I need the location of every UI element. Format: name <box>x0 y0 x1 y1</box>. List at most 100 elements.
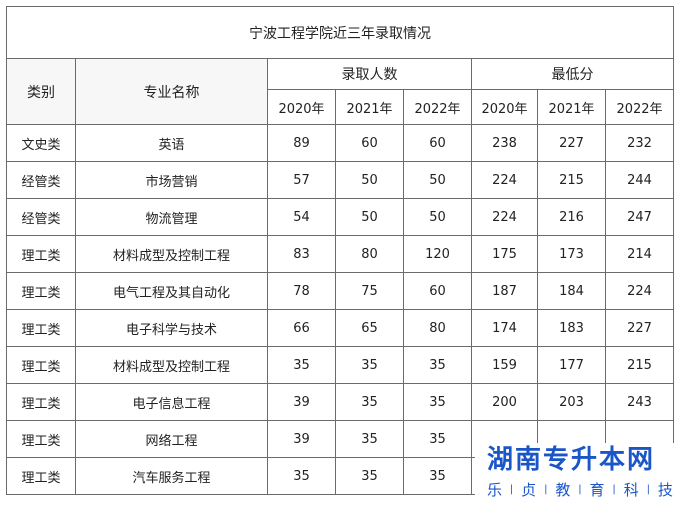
cell-major: 英语 <box>75 124 268 162</box>
cell-min-score-2021: 184 <box>537 272 606 310</box>
header-score-2020: 2020年 <box>471 89 538 125</box>
cell-min-score-2020: 174 <box>471 309 538 347</box>
watermark-subtitle-char: 科 <box>623 481 639 499</box>
cell-admitted-2022: 80 <box>403 309 472 347</box>
cell-min-score-2021: 177 <box>537 346 606 384</box>
header-admitted-2022: 2022年 <box>403 89 472 125</box>
cell-admitted-2022: 60 <box>403 124 472 162</box>
table-title-row: 宁波工程学院近三年录取情况 <box>6 6 674 59</box>
cell-major: 电子科学与技术 <box>75 309 268 347</box>
cell-admitted-2022: 50 <box>403 161 472 199</box>
table-row: 理工类 材料成型及控制工程 83 80 120 175 173 214 <box>6 235 674 273</box>
header-row-2: 2020年 2021年 2022年 2020年 2021年 2022年 <box>7 89 674 125</box>
admission-table: 宁波工程学院近三年录取情况 类别 专业名称 录取人数 最低分 2020年 202… <box>6 6 674 495</box>
cell-admitted-2022: 50 <box>403 198 472 236</box>
cell-major: 网络工程 <box>75 420 268 458</box>
cell-category: 理工类 <box>6 235 76 273</box>
cell-major: 物流管理 <box>75 198 268 236</box>
cell-admitted-2020: 66 <box>267 309 336 347</box>
cell-category: 理工类 <box>6 309 76 347</box>
cell-min-score-2022: 214 <box>605 235 674 273</box>
cell-admitted-2021: 35 <box>335 383 404 421</box>
cell-category: 理工类 <box>6 457 76 495</box>
header-min-score: 最低分 <box>471 58 674 90</box>
cell-admitted-2022: 35 <box>403 383 472 421</box>
table-row: 经管类 市场营销 57 50 50 224 215 244 <box>6 161 674 199</box>
cell-admitted-2022: 35 <box>403 346 472 384</box>
table-row: 文史类 英语 89 60 60 238 227 232 <box>6 124 674 162</box>
cell-admitted-2020: 78 <box>267 272 336 310</box>
cell-category: 经管类 <box>6 198 76 236</box>
separator-dot: | <box>646 484 650 495</box>
header-admitted-2020: 2020年 <box>267 89 336 125</box>
cell-admitted-2021: 50 <box>335 198 404 236</box>
cell-admitted-2021: 75 <box>335 272 404 310</box>
table-row: 经管类 物流管理 54 50 50 224 216 247 <box>6 198 674 236</box>
cell-category: 理工类 <box>6 272 76 310</box>
cell-min-score-2021: 216 <box>537 198 606 236</box>
separator-dot: | <box>544 484 548 495</box>
cell-category: 理工类 <box>6 420 76 458</box>
cell-min-score-2022: 232 <box>605 124 674 162</box>
cell-min-score-2021: 183 <box>537 309 606 347</box>
cell-admitted-2021: 50 <box>335 161 404 199</box>
cell-major: 电子信息工程 <box>75 383 268 421</box>
cell-admitted-2020: 54 <box>267 198 336 236</box>
cell-min-score-2020: 224 <box>471 161 538 199</box>
watermark-subtitle-char: 育 <box>589 481 605 499</box>
cell-min-score-2021: 173 <box>537 235 606 273</box>
cell-min-score-2022: 215 <box>605 346 674 384</box>
cell-min-score-2020: 159 <box>471 346 538 384</box>
cell-admitted-2020: 35 <box>267 346 336 384</box>
cell-min-score-2021: 203 <box>537 383 606 421</box>
table-row: 理工类 电子科学与技术 66 65 80 174 183 227 <box>6 309 674 347</box>
watermark-subtitle-char: 教 <box>555 481 571 499</box>
cell-admitted-2021: 35 <box>335 457 404 495</box>
cell-admitted-2022: 35 <box>403 420 472 458</box>
cell-min-score-2021: 227 <box>537 124 606 162</box>
cell-major: 汽车服务工程 <box>75 457 268 495</box>
cell-major: 材料成型及控制工程 <box>75 346 268 384</box>
cell-admitted-2021: 80 <box>335 235 404 273</box>
watermark-title: 湖南专升本网 <box>487 445 656 475</box>
cell-admitted-2022: 35 <box>403 457 472 495</box>
cell-min-score-2020: 238 <box>471 124 538 162</box>
cell-admitted-2021: 60 <box>335 124 404 162</box>
table-row: 理工类 材料成型及控制工程 35 35 35 159 177 215 <box>6 346 674 384</box>
table-row: 理工类 电子信息工程 39 35 35 200 203 243 <box>6 383 674 421</box>
header-category: 类别 <box>6 58 76 125</box>
header-admitted: 录取人数 <box>267 58 472 90</box>
cell-admitted-2021: 65 <box>335 309 404 347</box>
table-title: 宁波工程学院近三年录取情况 <box>6 6 674 59</box>
cell-min-score-2020: 224 <box>471 198 538 236</box>
header-admitted-2021: 2021年 <box>335 89 404 125</box>
cell-min-score-2020: 200 <box>471 383 538 421</box>
watermark-subtitle-char: 乐 <box>487 481 503 499</box>
cell-admitted-2021: 35 <box>335 346 404 384</box>
cell-major: 电气工程及其自动化 <box>75 272 268 310</box>
cell-min-score-2022: 243 <box>605 383 674 421</box>
header-score-2022: 2022年 <box>605 89 674 125</box>
separator-dot: | <box>612 484 616 495</box>
header-row-1: 类别 专业名称 录取人数 最低分 <box>6 58 674 125</box>
cell-admitted-2022: 120 <box>403 235 472 273</box>
cell-admitted-2020: 57 <box>267 161 336 199</box>
header-major: 专业名称 <box>75 58 268 125</box>
table-row: 理工类 电气工程及其自动化 78 75 60 187 184 224 <box>6 272 674 310</box>
separator-dot: | <box>509 484 514 495</box>
cell-major: 市场营销 <box>75 161 268 199</box>
admission-table-container: 宁波工程学院近三年录取情况 类别 专业名称 录取人数 最低分 2020年 202… <box>6 6 674 495</box>
watermark-subtitle: 乐 | 贞 | 教 | 育 | 科 | 技 <box>487 479 673 501</box>
header-score-2021: 2021年 <box>537 89 606 125</box>
cell-min-score-2021: 215 <box>537 161 606 199</box>
cell-min-score-2022: 227 <box>605 309 674 347</box>
cell-admitted-2022: 60 <box>403 272 472 310</box>
cell-min-score-2022: 247 <box>605 198 674 236</box>
cell-major: 材料成型及控制工程 <box>75 235 268 273</box>
watermark-subtitle-char: 贞 <box>521 481 537 499</box>
cell-min-score-2022: 244 <box>605 161 674 199</box>
separator-dot: | <box>578 484 582 495</box>
cell-admitted-2020: 89 <box>267 124 336 162</box>
cell-category: 经管类 <box>6 161 76 199</box>
cell-category: 理工类 <box>6 383 76 421</box>
